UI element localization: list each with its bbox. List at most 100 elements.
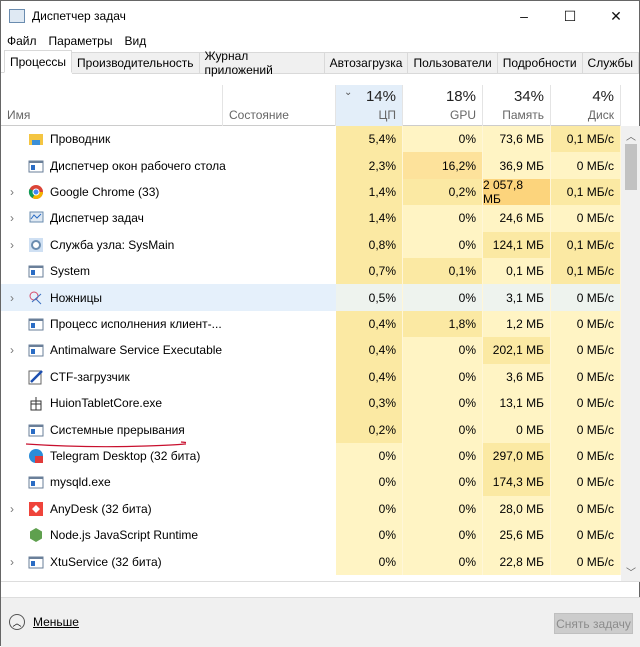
process-row[interactable]: › Antimalware Service Executable 0,4% 0% 202… <box>1 337 621 364</box>
tab-1[interactable]: Производительность <box>72 52 200 74</box>
process-row[interactable]: Node.js JavaScript Runtime 0% 0% 25,6 МБ 0 М… <box>1 522 621 549</box>
process-row[interactable]: › XtuService (32 бита) 0% 0% 22,8 МБ 0 МБ/с <box>1 548 621 575</box>
process-status <box>223 284 336 311</box>
tab-4[interactable]: Пользователи <box>408 52 498 74</box>
process-gpu: 1,8% <box>403 310 483 338</box>
process-gpu: 0% <box>403 284 483 311</box>
vertical-scrollbar[interactable]: ︿ ﹀ <box>621 126 640 581</box>
scroll-up-icon[interactable]: ︿ <box>626 132 636 143</box>
process-status <box>223 496 336 522</box>
column-memory[interactable]: 34% Память <box>483 85 551 126</box>
process-row[interactable]: › Служба узла: SysMain 0,8% 0% 124,1 МБ 0,1 М… <box>1 231 621 258</box>
process-mem: 0,1 МБ <box>483 258 551 285</box>
process-mem: 28,0 МБ <box>483 495 551 522</box>
process-status <box>223 311 336 337</box>
process-name: Ножницы <box>50 290 103 305</box>
process-name: Служба узла: SysMain <box>50 237 175 252</box>
process-name: Диспетчер окон рабочего стола <box>50 158 226 173</box>
tab-5[interactable]: Подробности <box>497 52 583 74</box>
footer: ︿ Меньше Снять задачу <box>1 597 640 647</box>
less-details-button[interactable]: ︿ Меньше <box>9 614 79 630</box>
process-row[interactable]: HuionTabletCore.exe 0,3% 0% 13,1 МБ 0 МБ/с <box>1 390 621 417</box>
expand-chevron-icon[interactable]: › <box>10 290 14 305</box>
gear-icon <box>28 237 44 253</box>
scissors-icon <box>28 290 44 306</box>
process-name: Google Chrome (33) <box>50 184 160 199</box>
minimize-button[interactable]: – <box>520 8 528 24</box>
red-underline-annotation <box>26 441 186 448</box>
process-disk: 0 МБ/с <box>551 495 621 522</box>
scrollbar-thumb[interactable] <box>625 144 637 190</box>
menu-bar: Файл Параметры Вид <box>1 31 639 51</box>
process-disk: 0 МБ/с <box>551 469 621 496</box>
process-name-cell: HuionTabletCore.exe <box>1 390 223 416</box>
process-name-cell: Проводник <box>1 126 223 152</box>
process-row[interactable]: mysqld.exe 0% 0% 174,3 МБ 0 МБ/с <box>1 469 621 496</box>
process-row[interactable]: Проводник 5,4% 0% 73,6 МБ 0,1 МБ/с <box>1 126 621 153</box>
process-name-cell: › Служба узла: SysMain <box>1 232 223 258</box>
column-cpu[interactable]: ⌄ 14% ЦП <box>336 85 403 126</box>
tab-0[interactable]: Процессы <box>4 50 73 73</box>
expand-chevron-icon[interactable]: › <box>10 501 14 516</box>
tab-2[interactable]: Журнал приложений <box>199 49 325 77</box>
process-gpu: 0% <box>403 495 483 522</box>
column-status-label: Состояние <box>229 108 289 122</box>
process-mem: 36,9 МБ <box>483 152 551 179</box>
process-gpu: 0% <box>403 205 483 232</box>
process-gpu: 0% <box>403 231 483 258</box>
close-button[interactable]: ✕ <box>610 7 622 24</box>
tab-6[interactable]: Службы <box>582 52 639 74</box>
process-mem: 13,1 МБ <box>483 390 551 417</box>
menu-file[interactable]: Файл <box>7 34 37 48</box>
process-cpu: 0,3% <box>336 390 403 417</box>
process-disk: 0 МБ/с <box>551 416 621 443</box>
column-gpu[interactable]: 18% GPU <box>403 85 483 126</box>
process-status <box>223 152 336 178</box>
task-manager-icon <box>9 9 25 23</box>
process-gpu: 0% <box>403 416 483 443</box>
process-row[interactable]: Системные прерывания 0,2% 0% 0 МБ 0 МБ/с <box>1 416 621 443</box>
process-name: Процесс исполнения клиент-... <box>50 316 222 331</box>
process-name: Системные прерывания <box>50 422 185 437</box>
process-mem: 3,6 МБ <box>483 363 551 390</box>
column-disk[interactable]: 4% Диск <box>551 85 621 126</box>
end-task-button[interactable]: Снять задачу <box>554 613 633 634</box>
process-row[interactable]: Telegram Desktop (32 бита) 0% 0% 297,0 МБ 0 … <box>1 442 621 470</box>
process-name-cell: Системные прерывания <box>1 416 223 442</box>
process-name: CTF-загрузчик <box>50 369 130 384</box>
process-name: XtuService (32 бита) <box>50 554 162 569</box>
process-row[interactable]: System 0,7% 0,1% 0,1 МБ 0,1 МБ/с <box>1 258 621 285</box>
menu-view[interactable]: Вид <box>124 34 147 48</box>
process-row[interactable]: › Google Chrome (33) 1,4% 0,2% 2 057,8 МБ 0,1… <box>1 178 621 206</box>
expand-chevron-icon[interactable]: › <box>10 237 14 252</box>
scroll-down-icon[interactable]: ﹀ <box>626 568 636 579</box>
process-name: System <box>50 264 91 279</box>
process-mem: 24,6 МБ <box>483 205 551 232</box>
tab-3[interactable]: Автозагрузка <box>324 52 409 74</box>
process-row[interactable]: › AnyDesk (32 бита) 0% 0% 28,0 МБ 0 МБ/с <box>1 495 621 522</box>
process-disk: 0 МБ/с <box>551 363 621 390</box>
process-row[interactable]: CTF-загрузчик 0,4% 0% 3,6 МБ 0 МБ/с <box>1 363 621 390</box>
column-status[interactable]: Состояние <box>223 85 336 126</box>
process-cpu: 0,7% <box>336 258 403 285</box>
window-icon <box>28 474 44 490</box>
expand-chevron-icon[interactable]: › <box>10 211 14 226</box>
process-row[interactable]: Диспетчер окон рабочего стола 2,3% 16,2% 36… <box>1 152 621 179</box>
expand-chevron-icon[interactable]: › <box>10 343 14 358</box>
column-name[interactable]: Имя <box>1 85 223 126</box>
process-cpu: 2,3% <box>336 152 403 179</box>
process-cpu: 0% <box>336 469 403 496</box>
process-row[interactable]: › Ножницы 0,5% 0% 3,1 МБ 0 МБ/с <box>1 284 621 311</box>
pen-icon <box>28 369 44 385</box>
process-gpu: 0% <box>403 522 483 549</box>
menu-options[interactable]: Параметры <box>48 34 113 48</box>
maximize-button[interactable]: ☐ <box>563 7 577 24</box>
process-name-cell: › AnyDesk (32 бита) <box>1 496 223 522</box>
process-row[interactable]: Процесс исполнения клиент-... 0,4% 1,8% 1,2… <box>1 310 621 338</box>
window-icon <box>28 342 44 358</box>
expand-chevron-icon[interactable]: › <box>10 184 14 199</box>
expand-chevron-icon[interactable]: › <box>10 554 14 569</box>
process-row[interactable]: › Диспетчер задач 1,4% 0% 24,6 МБ 0 МБ/с <box>1 205 621 232</box>
process-gpu: 0% <box>403 390 483 417</box>
process-disk: 0 МБ/с <box>551 284 621 311</box>
